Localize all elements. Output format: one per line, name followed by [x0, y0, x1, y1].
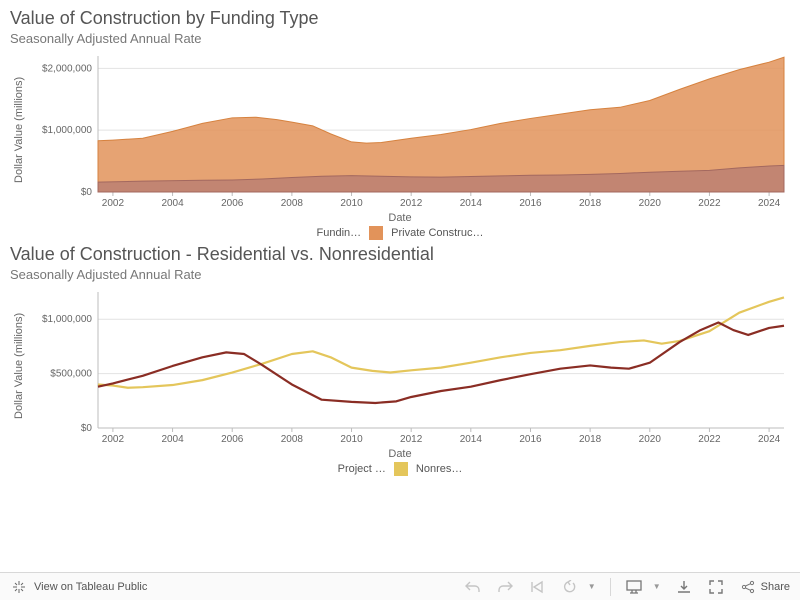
chart1-y-axis-label: Dollar Value (millions): [10, 50, 28, 210]
chevron-down-icon: ▼: [588, 582, 596, 591]
chart-residential-nonresidential: Value of Construction - Residential vs. …: [10, 244, 790, 476]
svg-text:2004: 2004: [161, 198, 184, 209]
svg-text:2002: 2002: [102, 198, 125, 209]
svg-text:2016: 2016: [519, 198, 542, 209]
svg-text:2024: 2024: [758, 434, 781, 445]
svg-text:2006: 2006: [221, 198, 244, 209]
tableau-logo-icon: [10, 578, 28, 596]
svg-text:$500,000: $500,000: [50, 369, 92, 380]
svg-text:2022: 2022: [698, 434, 721, 445]
chart2-title: Value of Construction - Residential vs. …: [10, 244, 790, 265]
svg-text:2014: 2014: [460, 434, 483, 445]
chart2-plot[interactable]: $0 $500,000 $1,000,000 2002 2004 2006 2008 2010…: [28, 286, 790, 446]
chart2-legend-item: Nonres…: [416, 463, 462, 475]
svg-text:2010: 2010: [340, 198, 363, 209]
svg-text:2008: 2008: [281, 198, 304, 209]
chart2-legend: Project … Nonres…: [10, 462, 790, 476]
svg-text:$2,000,000: $2,000,000: [42, 63, 92, 74]
chart1-plot[interactable]: $0 $1,000,000 $2,000,000 2002 2004 2006 2008 20…: [28, 50, 790, 210]
svg-text:2014: 2014: [460, 198, 483, 209]
svg-text:2016: 2016: [519, 434, 542, 445]
chart2-subtitle: Seasonally Adjusted Annual Rate: [10, 267, 790, 282]
undo-button[interactable]: [464, 578, 482, 596]
chart1-x-axis-label: Date: [10, 212, 790, 224]
svg-text:2010: 2010: [340, 434, 363, 445]
chart2-legend-title: Project …: [338, 463, 386, 475]
chart1-legend-title: Fundin…: [317, 227, 362, 239]
fullscreen-button[interactable]: [707, 578, 725, 596]
view-on-tableau-label: View on Tableau Public: [34, 581, 147, 593]
chart2-x-axis-label: Date: [10, 448, 790, 460]
dashboard: Value of Construction by Funding Type Se…: [0, 0, 800, 560]
share-icon: [739, 578, 757, 596]
svg-text:2002: 2002: [102, 434, 125, 445]
chevron-down-icon: ▼: [653, 582, 661, 591]
svg-text:$0: $0: [81, 423, 93, 434]
chart1-title: Value of Construction by Funding Type: [10, 8, 790, 29]
svg-text:2006: 2006: [221, 434, 244, 445]
svg-text:2012: 2012: [400, 198, 423, 209]
tableau-toolbar: View on Tableau Public ▼ ▼ S: [0, 572, 800, 600]
view-on-tableau-link[interactable]: View on Tableau Public: [10, 578, 147, 596]
share-label: Share: [761, 581, 790, 593]
legend-swatch-icon: [394, 462, 408, 476]
redo-button[interactable]: [496, 578, 514, 596]
presentation-button[interactable]: [625, 578, 643, 596]
svg-text:2018: 2018: [579, 434, 602, 445]
legend-swatch-icon: [369, 226, 383, 240]
toolbar-separator: [610, 578, 611, 596]
svg-text:2018: 2018: [579, 198, 602, 209]
svg-text:2022: 2022: [698, 198, 721, 209]
svg-text:2024: 2024: [758, 198, 781, 209]
svg-text:$1,000,000: $1,000,000: [42, 314, 92, 325]
svg-text:2020: 2020: [639, 198, 662, 209]
revert-button[interactable]: [560, 578, 578, 596]
svg-text:$1,000,000: $1,000,000: [42, 125, 92, 136]
share-button[interactable]: Share: [739, 578, 790, 596]
svg-text:2008: 2008: [281, 434, 304, 445]
replay-button[interactable]: [528, 578, 546, 596]
chart1-subtitle: Seasonally Adjusted Annual Rate: [10, 31, 790, 46]
chart2-y-axis-label: Dollar Value (millions): [10, 286, 28, 446]
svg-text:2012: 2012: [400, 434, 423, 445]
chart1-legend: Fundin… Private Construc…: [10, 226, 790, 240]
svg-text:2004: 2004: [161, 434, 184, 445]
svg-text:2020: 2020: [639, 434, 662, 445]
chart-funding-type: Value of Construction by Funding Type Se…: [10, 8, 790, 240]
svg-text:$0: $0: [81, 187, 93, 198]
download-button[interactable]: [675, 578, 693, 596]
chart1-legend-item: Private Construc…: [391, 227, 483, 239]
